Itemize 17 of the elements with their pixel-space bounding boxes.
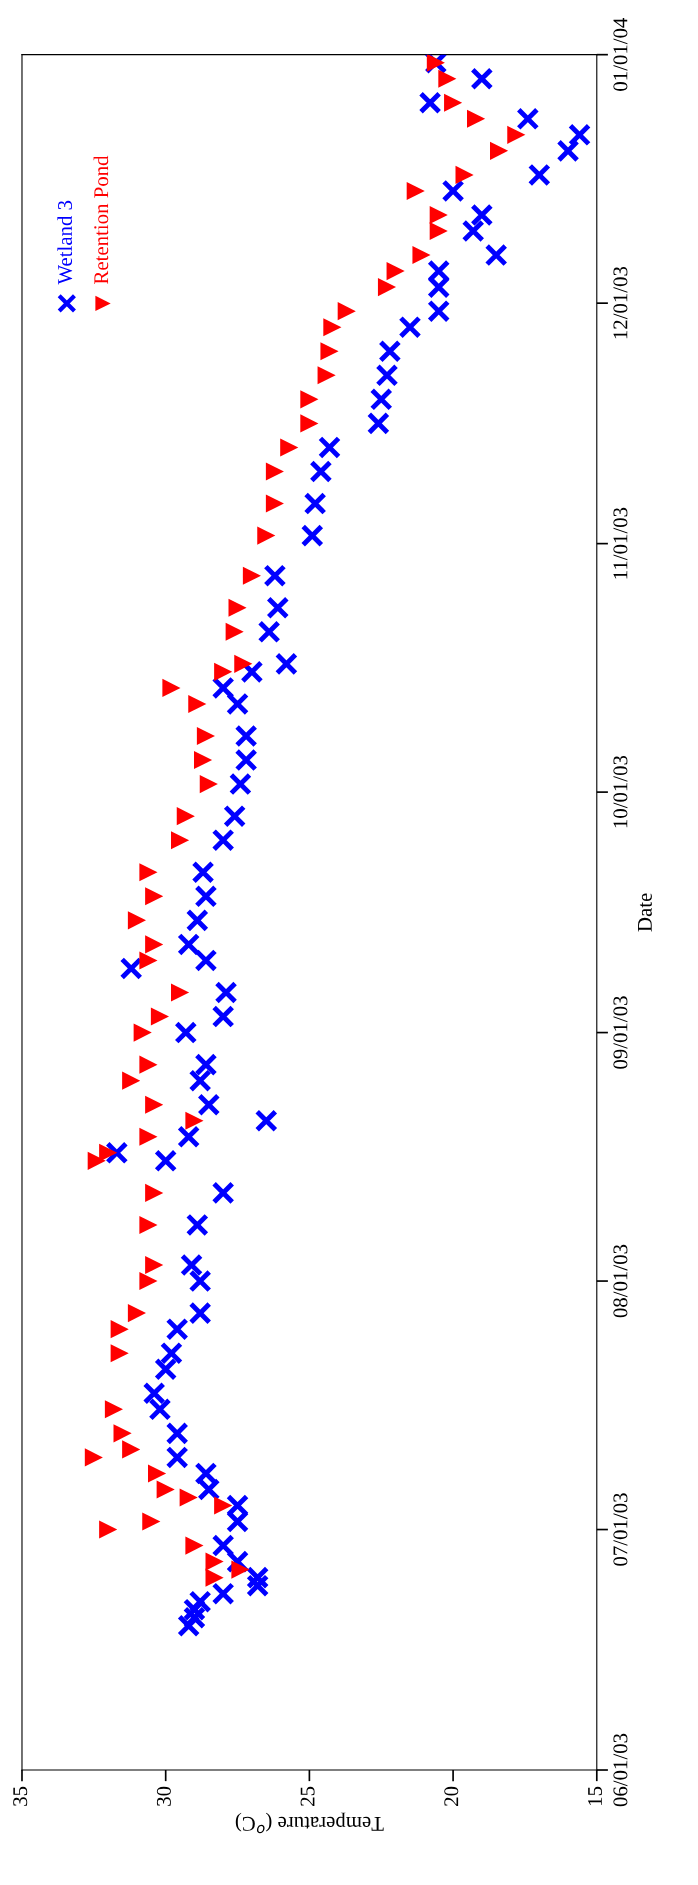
x-tick-label: 15 — [588, 1786, 602, 1805]
y-axis-title: Date — [638, 893, 652, 932]
x-axis-title: Temperature ($^{o}$C) — [235, 1812, 384, 1834]
y-tick-label: 10/01/03 — [613, 755, 628, 828]
y-tick-label: 09/01/03 — [613, 996, 628, 1069]
text: Retention Pond — [93, 155, 109, 284]
x-tick-label: 25 — [300, 1786, 315, 1806]
y-tick-label: 11/01/03 — [613, 507, 628, 579]
x-tick-label: 30 — [156, 1786, 171, 1806]
y-tick-label: 07/01/03 — [613, 1493, 628, 1566]
y-tick-label: 08/01/03 — [613, 1244, 628, 1318]
y-tick-label: 12/01/03 — [613, 266, 628, 339]
x-tick-label: 20 — [444, 1786, 459, 1806]
y-tick-label: 01/01/04 — [613, 17, 628, 91]
text: Wetland 3 — [57, 200, 73, 285]
y-tick-label: 06/01/03 — [613, 1733, 628, 1807]
x-tick-label: 35 — [13, 1786, 28, 1806]
